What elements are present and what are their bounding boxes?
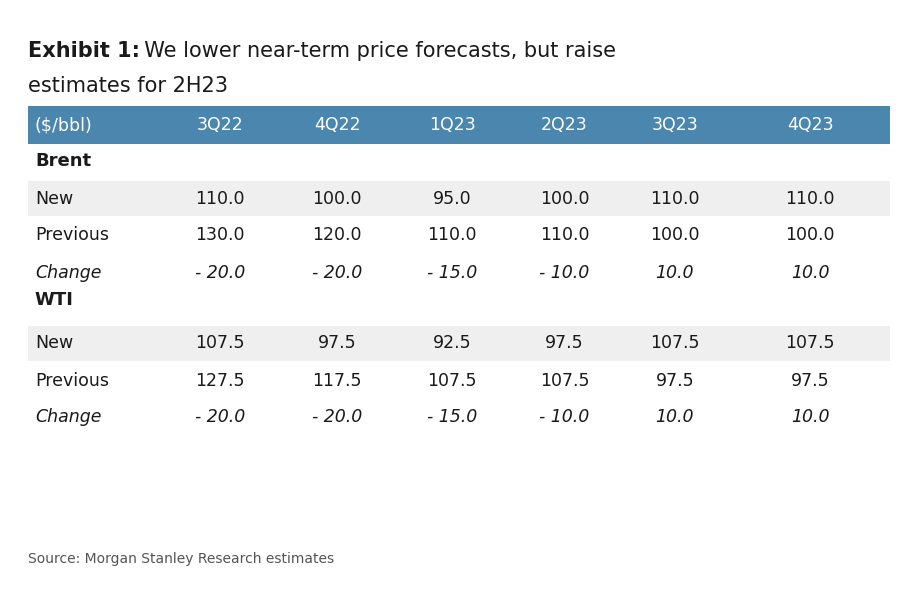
Text: 3Q22: 3Q22 [197, 116, 243, 134]
Text: 10.0: 10.0 [655, 263, 694, 281]
Text: WTI: WTI [35, 291, 73, 309]
Text: 95.0: 95.0 [432, 190, 472, 207]
Text: 97.5: 97.5 [655, 371, 694, 390]
Text: 3Q23: 3Q23 [652, 116, 698, 134]
Text: estimates for 2H23: estimates for 2H23 [28, 76, 228, 96]
Text: 110.0: 110.0 [196, 190, 245, 207]
Text: 107.5: 107.5 [786, 334, 834, 352]
Text: 100.0: 100.0 [650, 226, 700, 244]
Text: - 10.0: - 10.0 [540, 408, 589, 427]
Text: 127.5: 127.5 [196, 371, 245, 390]
Text: Source: Morgan Stanley Research estimates: Source: Morgan Stanley Research estimate… [28, 552, 334, 566]
Text: - 20.0: - 20.0 [312, 263, 363, 281]
Text: 92.5: 92.5 [432, 334, 472, 352]
Text: 110.0: 110.0 [786, 190, 834, 207]
Text: 100.0: 100.0 [313, 190, 362, 207]
Text: Change: Change [35, 408, 101, 427]
Text: We lower near-term price forecasts, but raise: We lower near-term price forecasts, but … [131, 41, 616, 61]
Text: Exhibit 1:: Exhibit 1: [28, 41, 140, 61]
Text: Change: Change [35, 263, 101, 281]
Text: Brent: Brent [35, 152, 91, 170]
Text: 10.0: 10.0 [791, 263, 829, 281]
FancyBboxPatch shape [28, 218, 890, 253]
Text: - 20.0: - 20.0 [196, 263, 245, 281]
Text: 4Q22: 4Q22 [314, 116, 361, 134]
Text: 110.0: 110.0 [428, 226, 476, 244]
Text: 130.0: 130.0 [196, 226, 245, 244]
Text: 100.0: 100.0 [786, 226, 834, 244]
Text: 100.0: 100.0 [540, 190, 589, 207]
FancyBboxPatch shape [28, 255, 890, 290]
Text: Previous: Previous [35, 226, 109, 244]
Text: New: New [35, 190, 73, 207]
Text: 97.5: 97.5 [545, 334, 584, 352]
Text: 107.5: 107.5 [196, 334, 245, 352]
Text: 110.0: 110.0 [650, 190, 700, 207]
FancyBboxPatch shape [28, 326, 890, 361]
Text: - 15.0: - 15.0 [427, 408, 477, 427]
Text: - 20.0: - 20.0 [312, 408, 363, 427]
Text: 1Q23: 1Q23 [429, 116, 476, 134]
Text: 4Q23: 4Q23 [787, 116, 834, 134]
Text: New: New [35, 334, 73, 352]
Text: 97.5: 97.5 [790, 371, 830, 390]
Text: 107.5: 107.5 [540, 371, 589, 390]
FancyBboxPatch shape [28, 181, 890, 216]
Text: 10.0: 10.0 [791, 408, 829, 427]
Text: 117.5: 117.5 [313, 371, 362, 390]
Text: 107.5: 107.5 [428, 371, 476, 390]
Text: 107.5: 107.5 [650, 334, 700, 352]
Text: 97.5: 97.5 [318, 334, 357, 352]
Text: 110.0: 110.0 [540, 226, 589, 244]
Text: ($/bbl): ($/bbl) [35, 116, 93, 134]
Text: - 20.0: - 20.0 [196, 408, 245, 427]
Text: 120.0: 120.0 [313, 226, 362, 244]
Text: - 10.0: - 10.0 [540, 263, 589, 281]
Text: 2Q23: 2Q23 [542, 116, 588, 134]
Text: Previous: Previous [35, 371, 109, 390]
Text: - 15.0: - 15.0 [427, 263, 477, 281]
FancyBboxPatch shape [28, 400, 890, 435]
FancyBboxPatch shape [28, 106, 890, 144]
FancyBboxPatch shape [28, 363, 890, 398]
Text: 10.0: 10.0 [655, 408, 694, 427]
